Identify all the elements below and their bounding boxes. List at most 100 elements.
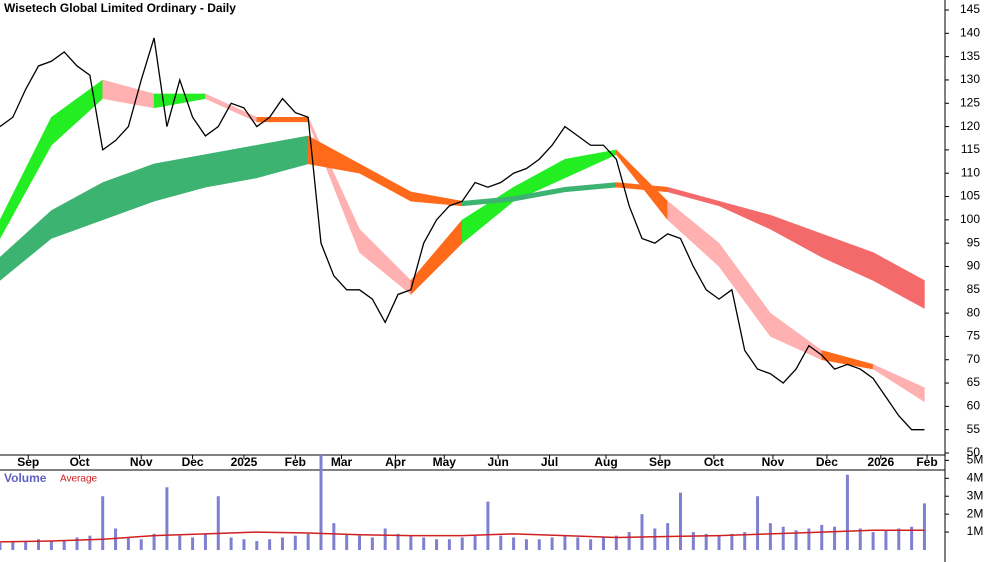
chart-title: Wisetech Global Limited Ordinary - Daily [4,1,236,15]
band-segment [359,228,412,295]
volume-bar [24,541,28,550]
band-segment [667,200,720,268]
volume-bar [255,541,259,550]
x-tick-label: Aug [594,455,617,469]
x-tick-label: Oct [704,455,724,469]
volume-bar [370,537,374,550]
volume-bar [293,535,297,550]
volume-bar [203,533,207,550]
volume-bar [627,532,631,550]
volume-bar [601,537,605,550]
volume-bar [62,540,66,550]
volume-bar [447,539,451,550]
volume-bar [512,537,516,550]
band-segment [410,219,463,296]
band-segment [205,93,258,123]
x-tick-label: Dec [182,455,204,469]
volume-bar [781,526,785,550]
band-segment [307,135,360,174]
y-tick-label: 90 [967,259,981,273]
volume-bar [910,526,914,550]
volume-bar [486,501,490,550]
volume-bar [409,535,413,550]
y-tick-label: 110 [961,165,980,179]
x-tick-label: Oct [70,455,90,469]
band-segment [51,182,103,239]
volume-bar [460,537,464,550]
volume-bar [768,523,772,550]
volume-bar [820,524,824,550]
volume-bar [383,528,387,550]
x-tick-label: Feb [916,455,937,469]
band-segment [872,364,925,403]
band-segment [256,135,309,179]
volume-bar [845,474,849,550]
volume-bar [691,532,695,550]
volume-bar [88,535,92,550]
y-tick-label: 2M [967,506,984,520]
band-segment [564,182,617,193]
volume-bar [704,533,708,550]
x-tick-label: Feb [285,455,306,469]
y-tick-label: 80 [967,305,981,319]
band-segment [821,350,874,370]
y-tick-label: 60 [967,399,981,413]
volume-bar [640,514,644,550]
x-tick-label: 2025 [231,455,258,469]
band-segment [564,149,617,179]
volume-bar [49,541,53,550]
y-tick-label: 95 [967,235,981,249]
volume-bar [229,537,233,550]
x-tick-label: Nov [762,455,785,469]
y-tick-label: 70 [967,352,981,366]
y-tick-label: 135 [960,49,980,63]
y-tick-label: 55 [967,422,981,436]
volume-bar [473,535,477,550]
volume-bar [268,539,272,550]
volume-bar [332,523,336,550]
band-segment [461,186,514,244]
y-tick-label: 115 [961,142,980,156]
volume-bar [165,487,169,550]
x-tick-label: Jun [488,455,509,469]
volume-bar [653,528,657,550]
volume-bar [37,539,41,550]
volume-bar [537,539,541,550]
y-tick-label: 5M [967,453,984,467]
volume-bar [679,492,683,550]
volume-average-legend: Average [60,474,98,485]
volume-bar [576,537,580,550]
band-segment [821,233,874,281]
band-segment [153,154,206,202]
volume-average [0,529,925,543]
volume-bar [358,535,362,550]
y-tick-label: 4M [967,470,984,484]
band-segment [667,186,720,207]
volume-bar [126,537,130,550]
volume-bar [524,539,528,550]
volume-bar [191,537,195,550]
volume-bar [101,496,105,550]
band-segment [102,79,155,109]
volume-bar [396,533,400,550]
volume-bar [75,537,79,550]
band-segment [872,252,925,309]
volume-bar [435,539,439,550]
volume-bar [11,541,15,550]
band-segment [718,200,771,230]
band-segment [307,117,360,253]
volume-bar [756,496,760,550]
y-tick-label: 1M [967,524,984,538]
band-segment [51,79,103,146]
volume-bar [884,530,888,550]
volume-bar [499,535,503,550]
band-segment [770,312,822,361]
band-segment [205,144,258,188]
band-segment [770,214,822,258]
band-segment [359,163,412,202]
volume-bar [871,532,875,550]
volume-bar [114,528,118,550]
volume-bar [730,533,734,550]
band-segment [718,242,771,338]
